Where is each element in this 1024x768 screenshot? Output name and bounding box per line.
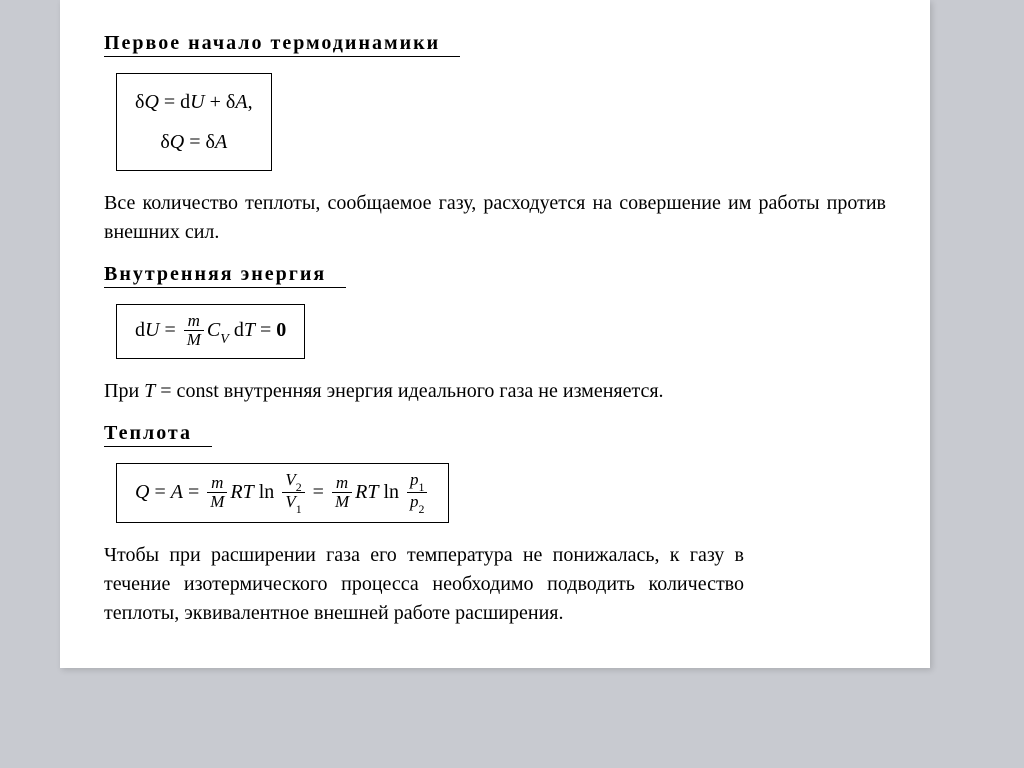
sym-r: R: [355, 481, 367, 503]
sym-q: Q: [144, 91, 158, 113]
section-first-law: Первое начало термодинамики δQ = dU + δA…: [104, 28, 886, 247]
fraction-p1-over-p2: p1p2: [407, 471, 427, 514]
sym-v: V: [285, 492, 295, 511]
sym-sub: 2: [296, 480, 302, 494]
heading-first-law: Первое начало термодинамики: [104, 32, 460, 57]
equation-dq-du-da: δQ = dU + δA,: [135, 82, 253, 122]
sym-sub: 1: [296, 502, 302, 516]
text-fragment: При: [104, 380, 144, 402]
equation-du: dU = mMCV dT = 0: [135, 313, 286, 350]
sym-r: R: [230, 481, 242, 503]
frac-den: M: [184, 331, 204, 349]
text-fragment: = const внутренняя энергия идеального га…: [155, 380, 663, 402]
frac-num: m: [184, 312, 204, 331]
sym-a: A: [215, 131, 227, 153]
sym-d: d: [180, 91, 190, 113]
frac-den: V1: [282, 493, 304, 514]
sym-q: Q: [135, 481, 149, 503]
sym-a: A: [235, 91, 247, 113]
sym-q: Q: [170, 131, 184, 153]
formula-box-internal-energy: dU = mMCV dT = 0: [116, 304, 305, 359]
sym-c: C: [207, 319, 220, 341]
section-heat: Теплота Q = A = mMRT ln V2V1 = mMRT ln p…: [104, 418, 886, 629]
formula-box-first-law: δQ = dU + δA, δQ = δA: [116, 73, 272, 171]
sym-u: U: [190, 91, 204, 113]
sym-t: T: [144, 380, 155, 402]
sym-d: d: [234, 319, 244, 341]
document-page: Первое начало термодинамики δQ = dU + δA…: [60, 0, 930, 668]
sym-comma: ,: [248, 91, 253, 113]
sym-t: T: [244, 319, 255, 341]
sym-p: p: [410, 492, 419, 511]
sym-eq: =: [149, 481, 170, 503]
sym-v: V: [285, 470, 295, 489]
frac-den: M: [207, 493, 227, 511]
equation-heat: Q = A = mMRT ln V2V1 = mMRT ln p1p2: [135, 472, 430, 515]
frac-den: p2: [407, 493, 427, 514]
sym-a: A: [171, 481, 183, 503]
equation-dq-da: δQ = δA: [135, 122, 253, 162]
sym-d: d: [135, 319, 145, 341]
sym-delta: δ: [206, 131, 215, 153]
sym-plus: +: [205, 91, 226, 113]
sym-eq: =: [159, 319, 180, 341]
frac-den: M: [332, 493, 352, 511]
sym-sub: 1: [419, 480, 425, 494]
fraction-v2-over-v1: V2V1: [282, 471, 304, 514]
text-first-law: Все количество теплоты, сообщаемое газу,…: [104, 189, 886, 247]
fraction-m-over-big-m: mM: [184, 312, 204, 349]
sym-eq: =: [184, 131, 205, 153]
text-heat: Чтобы при расширении газа его температур…: [104, 541, 744, 628]
sym-delta: δ: [160, 131, 169, 153]
sym-delta: δ: [226, 91, 235, 113]
sym-eq: =: [308, 481, 329, 503]
heading-internal-energy: Внутренняя энергия: [104, 263, 346, 288]
frac-num: m: [207, 474, 227, 493]
sym-p: p: [410, 470, 419, 489]
sym-u: U: [145, 319, 159, 341]
heading-heat: Теплота: [104, 422, 212, 447]
sym-t: T: [243, 481, 254, 503]
sym-zero: 0: [276, 319, 286, 341]
sym-sub: 2: [419, 502, 425, 516]
frac-num: m: [332, 474, 352, 493]
sym-eq: =: [159, 91, 180, 113]
formula-box-heat: Q = A = mMRT ln V2V1 = mMRT ln p1p2: [116, 463, 449, 524]
frac-num: V2: [282, 471, 304, 493]
sym-eq: =: [255, 319, 276, 341]
sym-sub-v: V: [220, 332, 229, 347]
fraction-m-over-big-m: mM: [332, 474, 352, 511]
text-internal-energy: При T = const внутренняя энергия идеальн…: [104, 377, 886, 406]
sym-t: T: [367, 481, 378, 503]
sym-eq: =: [183, 481, 204, 503]
fraction-m-over-big-m: mM: [207, 474, 227, 511]
frac-num: p1: [407, 471, 427, 493]
sym-ln: ln: [254, 481, 280, 503]
section-internal-energy: Внутренняя энергия dU = mMCV dT = 0 При …: [104, 259, 886, 406]
sym-ln: ln: [378, 481, 404, 503]
